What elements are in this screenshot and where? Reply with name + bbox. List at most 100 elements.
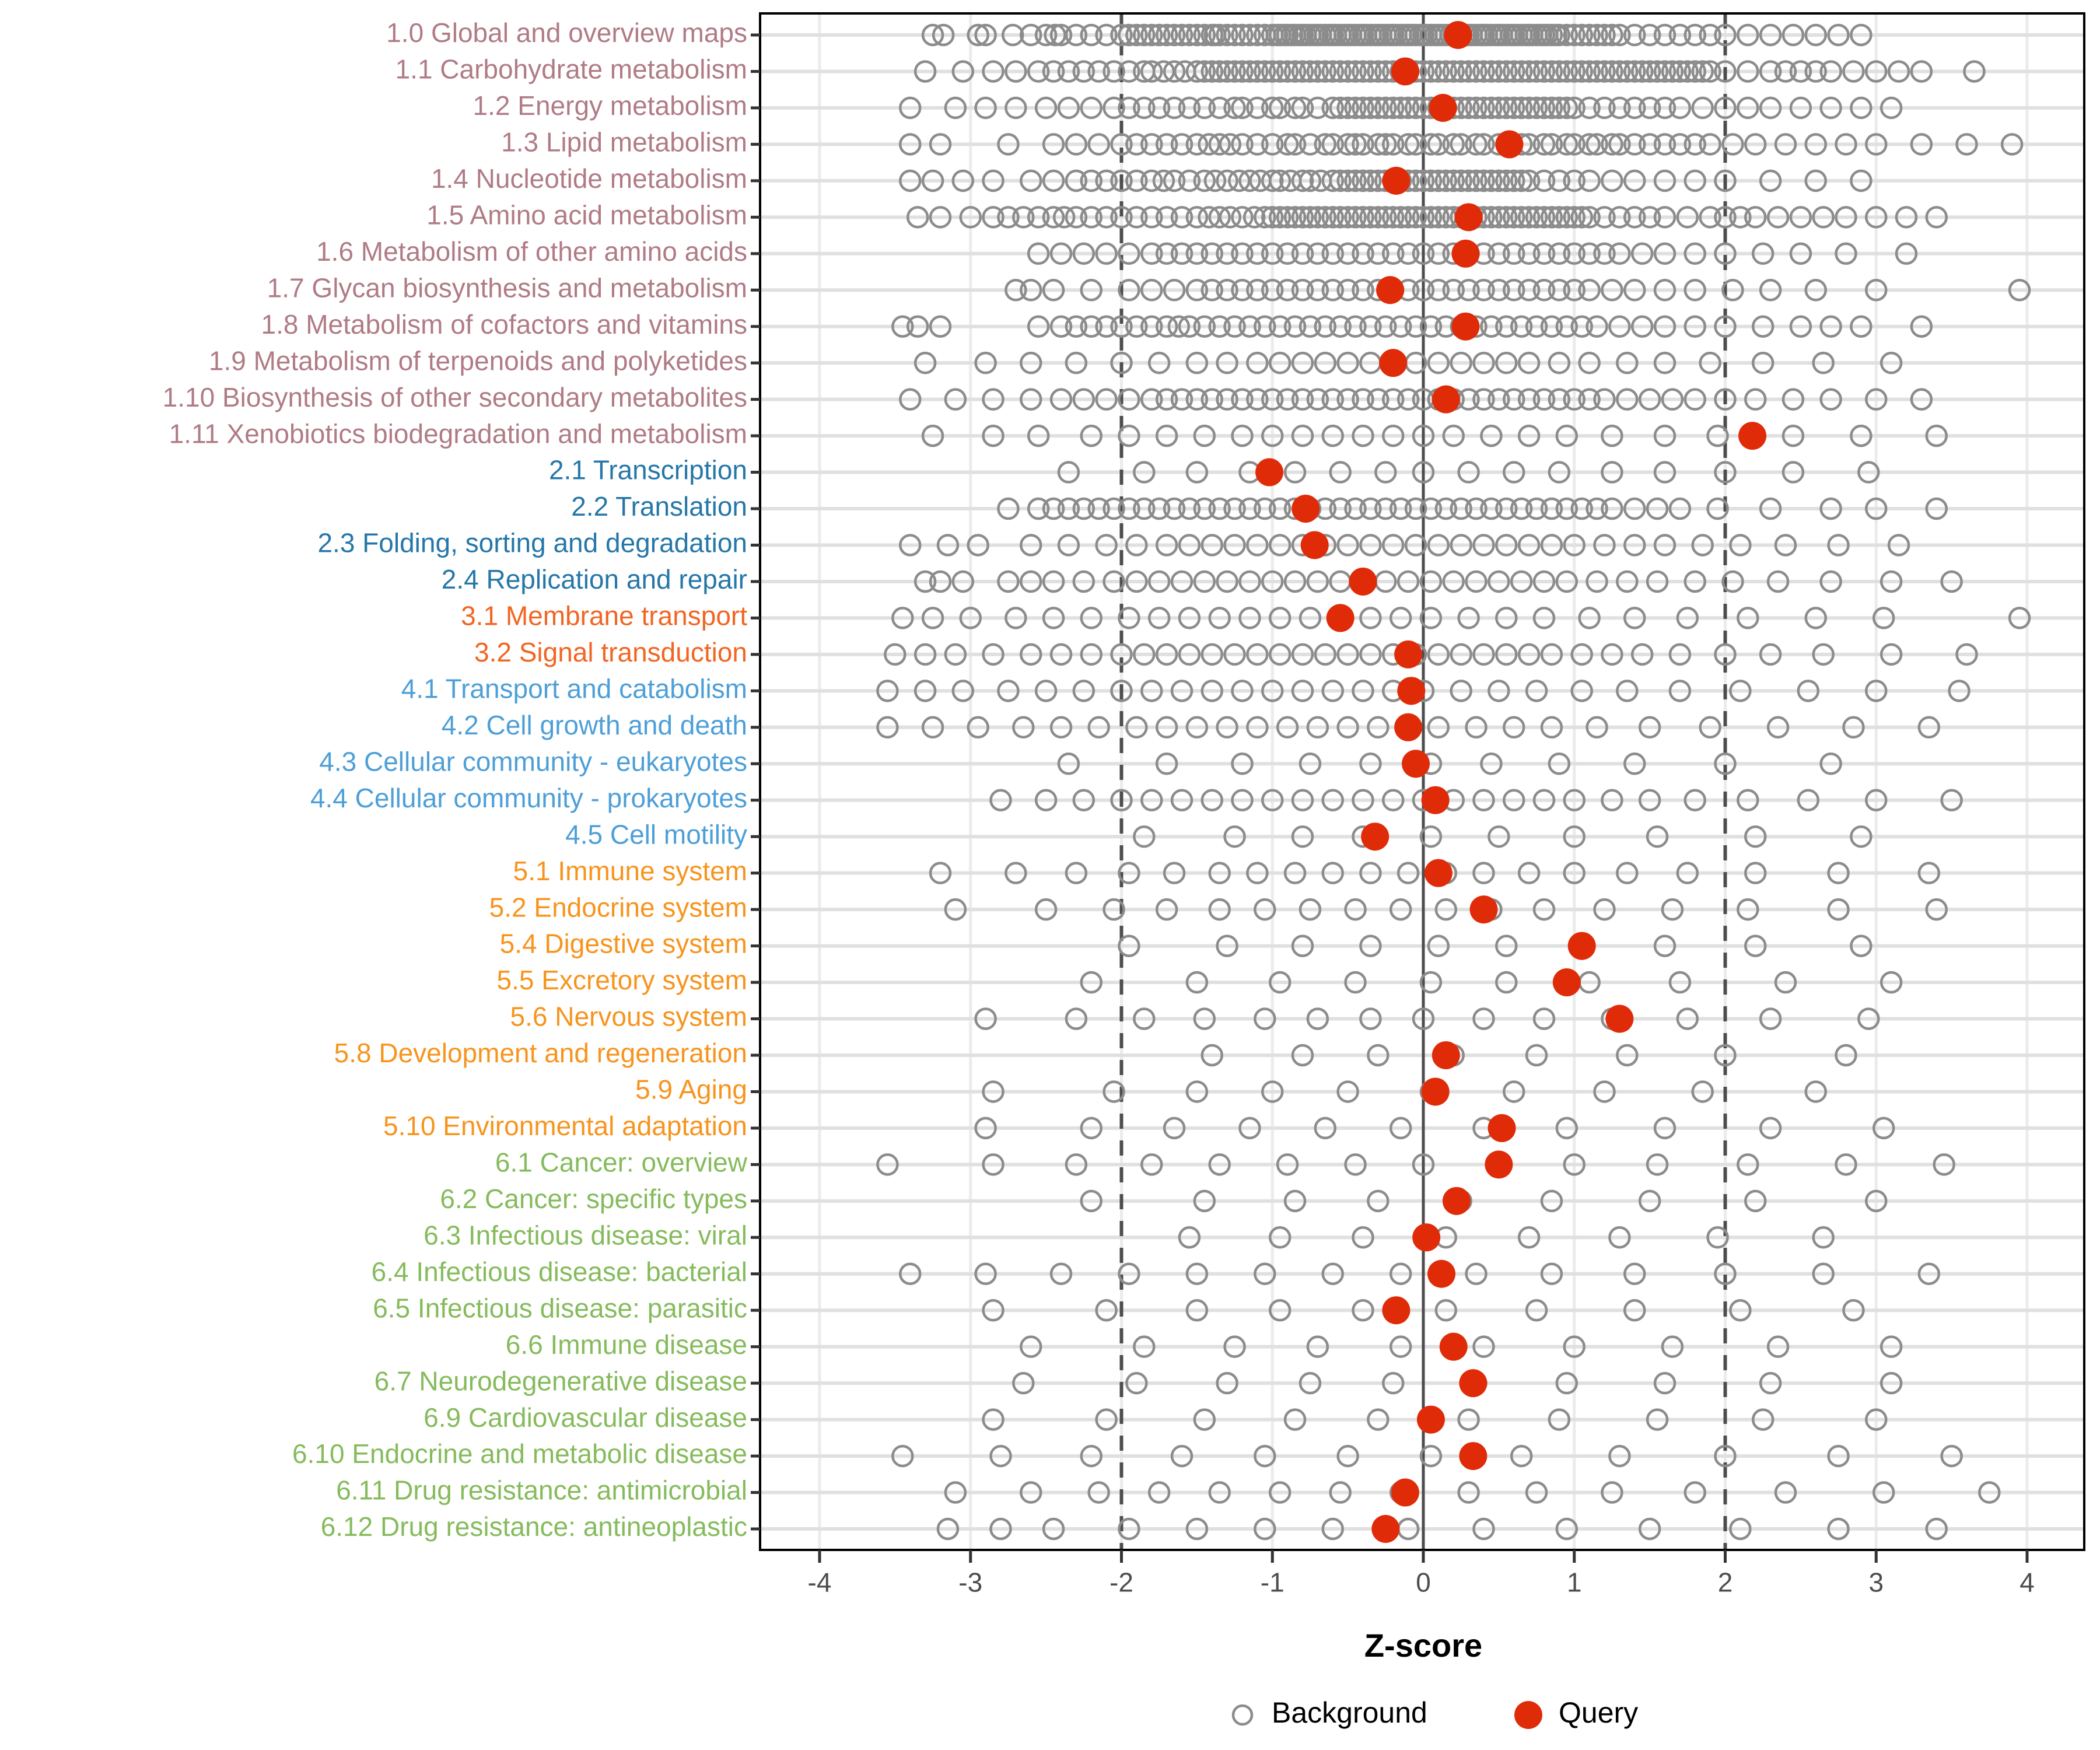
query-point [1432,1041,1460,1069]
background-point [1125,133,1148,156]
background-point [1020,351,1042,374]
background-point [1480,60,1503,83]
background-point [1774,133,1797,156]
background-point [1396,206,1420,229]
background-point [1336,388,1359,411]
background-point [1517,424,1541,447]
query-point [1412,1223,1441,1252]
background-point [1382,206,1405,229]
background-point [944,898,967,921]
background-point [1744,206,1767,229]
background-point [1684,570,1706,593]
background-point [1676,60,1699,83]
background-point [1925,424,1948,447]
background-point [1359,534,1382,556]
background-point [891,1444,914,1468]
background-point [1216,351,1238,374]
background-point [1653,1116,1676,1140]
background-point [1367,1408,1390,1431]
background-point [982,1080,1005,1103]
background-point [1057,461,1080,484]
background-point [876,680,899,702]
background-point [1185,716,1209,739]
background-point [1623,96,1646,120]
background-point [1367,96,1390,120]
background-point [1193,23,1216,47]
background-point [1668,23,1692,47]
background-point [1200,278,1223,302]
background-point [1812,643,1835,666]
background-point [1555,60,1578,83]
background-point [1638,1189,1661,1213]
background-point [1623,534,1646,556]
background-point [1510,570,1533,593]
background-point [1721,133,1744,156]
background-point [1246,242,1269,265]
background-point [1525,680,1548,702]
background-point [1367,206,1390,229]
background-point [1080,1116,1102,1140]
background-point [1080,206,1102,229]
background-point [1782,461,1805,484]
background-point [1880,570,1903,593]
background-point [1510,60,1533,83]
background-point [1427,206,1450,229]
background-point [1804,1080,1827,1103]
x-axis-title: Z-score [1364,1627,1482,1664]
background-point [1306,96,1329,120]
background-point [1586,23,1608,47]
legend-marker-query [1514,1701,1542,1729]
background-point [1155,315,1178,338]
background-point [1382,242,1405,265]
background-point [1396,388,1420,411]
background-point [1283,315,1307,338]
background-point [1699,133,1721,156]
background-point [1291,242,1314,265]
background-point [1374,315,1397,338]
query-point [1391,57,1419,86]
background-point [1759,60,1782,83]
background-point [1442,570,1465,593]
background-point [1087,133,1110,156]
y-axis-label: 5.8 Development and regeneration [334,1038,747,1068]
background-point [1246,96,1269,120]
background-point [1080,169,1102,192]
background-point [1080,1189,1102,1213]
background-point [1532,60,1556,83]
background-point [1216,388,1238,411]
background-point [1586,570,1608,593]
background-point [1850,23,1873,47]
background-point [1321,424,1344,447]
background-point [1608,23,1631,47]
background-point [1389,315,1412,338]
background-point [1254,1262,1276,1286]
background-point [1095,534,1118,556]
background-point [1540,315,1563,338]
background-point [1540,133,1563,156]
background-point [1359,60,1382,83]
background-point [1872,1116,1895,1140]
background-point [1336,96,1359,120]
background-point [1208,96,1231,120]
background-point [1306,716,1329,739]
background-point [1298,315,1322,338]
background-point [1140,169,1163,192]
background-point [1517,388,1541,411]
y-axis-label: 2.1 Transcription [549,455,747,485]
background-point [1283,206,1307,229]
background-point [1472,643,1495,666]
background-point [1283,133,1307,156]
background-point [1472,1007,1495,1030]
background-point [951,169,975,192]
background-point [1721,278,1744,302]
background-point [1254,206,1276,229]
background-point [1178,315,1201,338]
background-point [1261,133,1284,156]
background-point [1133,1007,1156,1030]
background-point [929,206,952,229]
background-point [1223,96,1246,120]
background-point [1532,133,1556,156]
background-point [1374,497,1397,520]
